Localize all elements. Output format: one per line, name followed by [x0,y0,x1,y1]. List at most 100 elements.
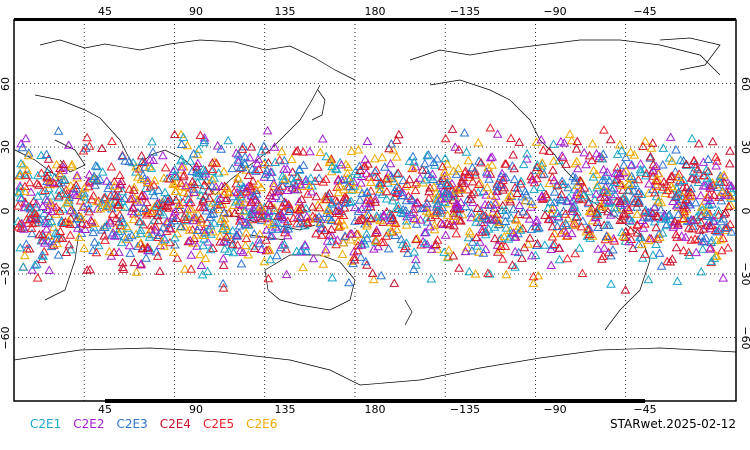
observation-marker [678,200,689,209]
observation-marker [386,138,397,148]
observation-marker [269,181,279,190]
observation-marker [83,181,94,191]
observation-marker [598,185,609,194]
observation-marker [17,193,27,203]
observation-marker [409,204,419,213]
legend-item-c2e4: C2E4 [159,417,191,431]
observation-marker [668,196,678,205]
observation-marker [399,243,410,253]
observation-marker [289,184,300,193]
observation-marker [725,200,736,209]
observation-marker [623,202,633,211]
observation-marker [42,167,53,177]
observation-marker [91,247,102,257]
observation-marker [310,213,321,222]
observation-marker [387,195,398,205]
observation-marker [417,165,428,174]
observation-marker [42,204,53,213]
observation-marker [136,191,147,201]
observation-marker [32,273,43,282]
observation-marker [219,166,229,176]
observation-marker [686,173,697,182]
observation-marker [240,205,250,215]
observation-marker [113,200,124,209]
coastline-path [659,37,721,71]
observation-marker [599,125,609,134]
observation-marker [511,215,522,224]
observation-marker [378,209,389,219]
observation-marker [526,224,537,233]
observation-marker [426,273,437,283]
observation-marker [624,236,634,246]
observation-marker [209,173,219,182]
observation-marker [621,166,631,175]
observation-marker [215,199,226,209]
observation-marker [617,185,628,194]
observation-marker [64,239,75,249]
observation-marker [549,197,560,207]
observation-marker [295,218,306,228]
observation-marker [340,198,351,207]
observation-marker [571,144,582,153]
observation-marker [346,146,357,155]
observation-marker [252,158,263,168]
observation-marker [569,219,580,229]
observation-marker [16,158,26,168]
observation-marker [498,175,508,184]
observation-marker [624,185,634,194]
observation-marker [379,162,390,171]
observation-marker [644,178,654,188]
observation-marker [624,179,635,188]
observation-marker [123,232,134,242]
observation-marker [282,185,293,194]
observation-marker [681,204,692,214]
observation-marker [438,219,448,228]
observation-marker [235,191,246,201]
observation-marker [43,217,54,227]
observation-marker [510,262,520,271]
observation-marker [19,202,30,212]
observation-marker [496,241,507,250]
observation-marker [356,214,367,223]
observation-marker [696,266,707,276]
observation-marker [240,240,251,250]
observation-marker [185,156,196,165]
observation-marker [681,159,692,169]
observation-marker [229,208,240,217]
observation-marker [227,163,238,173]
observation-marker [442,180,452,190]
top-lon-labels: 45 90 135 180 −135 −90 −45 [98,5,657,18]
observation-marker [235,189,246,198]
observation-marker [383,168,394,178]
observation-marker [448,190,459,199]
observation-marker [137,243,148,252]
observation-marker [215,237,225,246]
observation-marker [34,180,44,189]
observation-marker [78,202,89,211]
observation-marker [219,186,230,196]
observation-marker [658,143,669,152]
observation-marker [197,269,208,279]
observation-marker [532,215,542,224]
observation-marker [515,178,526,188]
observation-marker [30,260,40,269]
observation-marker [41,224,52,233]
observation-marker [411,234,421,244]
observation-marker [587,231,598,240]
observation-marker [609,202,620,212]
observation-marker [661,213,672,223]
observation-marker [188,215,198,225]
observation-marker [193,144,204,154]
observation-marker [508,228,519,237]
observation-marker [109,231,120,240]
observation-marker [65,244,76,254]
observation-marker [89,171,100,180]
left-lat-labels: 60 30 0 −30 −60 [0,77,12,350]
observation-marker [339,174,350,183]
observation-marker [718,213,729,223]
observation-marker [637,215,648,224]
observation-marker [652,173,662,183]
observation-marker [656,197,667,207]
observation-marker [501,269,512,279]
observation-marker [609,207,619,217]
